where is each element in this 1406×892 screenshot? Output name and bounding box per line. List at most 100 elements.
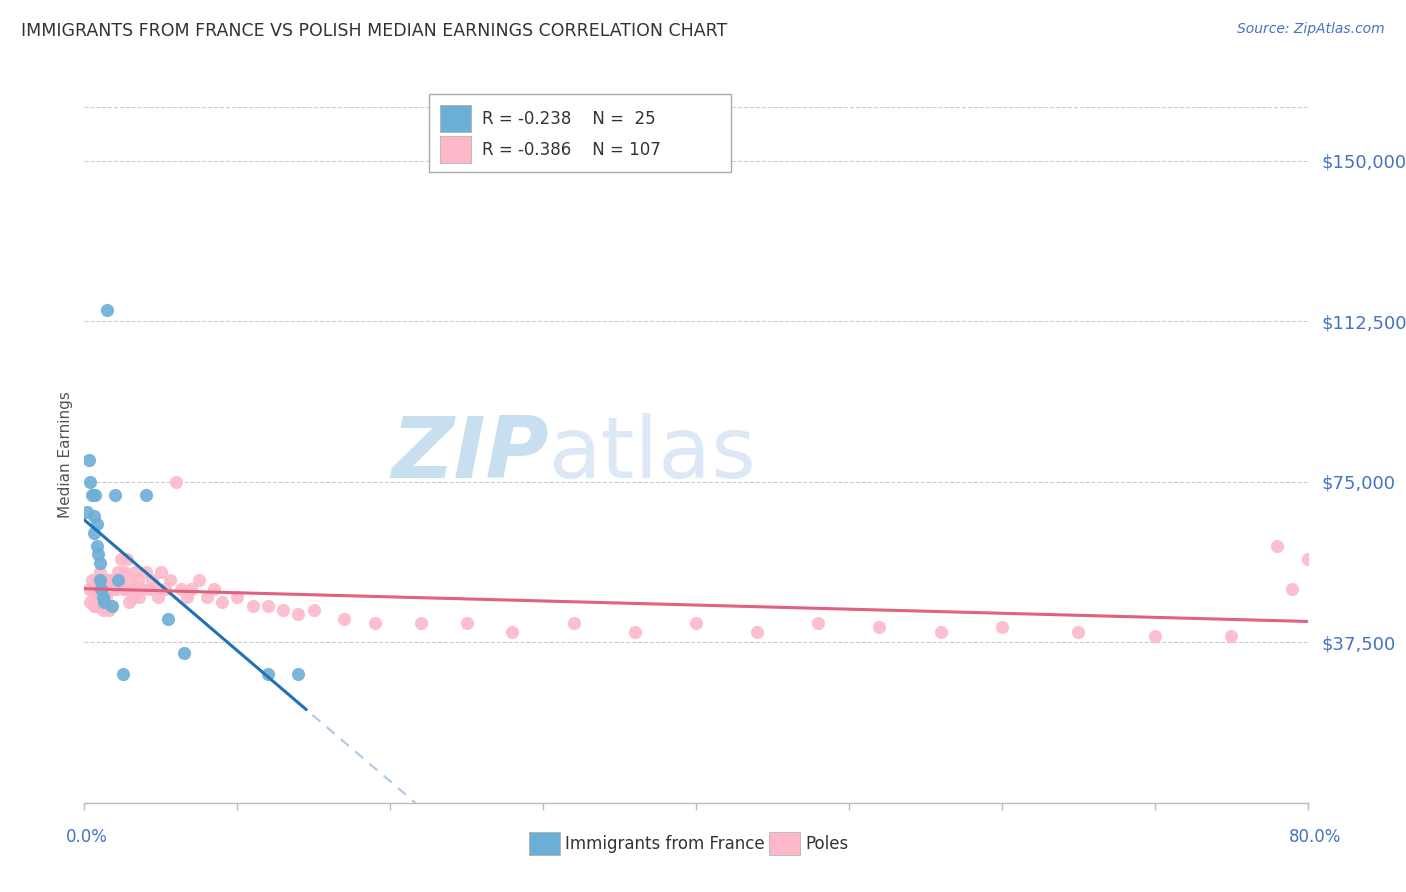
Point xyxy=(138,582,160,596)
Point xyxy=(1281,582,1303,596)
Point xyxy=(170,582,193,596)
Point xyxy=(89,591,111,605)
Point xyxy=(93,573,115,587)
Point xyxy=(86,517,108,532)
Point xyxy=(1265,539,1288,553)
Point xyxy=(114,582,136,596)
Point xyxy=(111,582,134,596)
Point xyxy=(89,573,111,587)
Point xyxy=(146,591,169,605)
Point xyxy=(83,526,105,541)
Point xyxy=(333,612,356,626)
Point xyxy=(93,594,115,608)
Point xyxy=(747,624,769,639)
Point xyxy=(103,582,125,596)
Point xyxy=(135,487,157,501)
Point xyxy=(77,582,100,596)
Point xyxy=(202,582,225,596)
Point xyxy=(188,573,211,587)
Point xyxy=(226,591,249,605)
Point xyxy=(83,582,105,596)
Point xyxy=(79,594,101,608)
Point xyxy=(409,615,432,630)
Point xyxy=(101,582,124,596)
Text: Source: ZipAtlas.com: Source: ZipAtlas.com xyxy=(1237,22,1385,37)
Point xyxy=(128,591,150,605)
Point xyxy=(89,565,111,579)
Point xyxy=(562,615,585,630)
Point xyxy=(108,573,131,587)
Point xyxy=(96,573,118,587)
Point xyxy=(869,620,891,634)
Text: Immigrants from France: Immigrants from France xyxy=(565,835,765,853)
Point xyxy=(176,591,198,605)
Point xyxy=(97,603,120,617)
Point xyxy=(1296,551,1319,566)
Point xyxy=(87,599,110,613)
Text: IMMIGRANTS FROM FRANCE VS POLISH MEDIAN EARNINGS CORRELATION CHART: IMMIGRANTS FROM FRANCE VS POLISH MEDIAN … xyxy=(21,22,727,40)
Point xyxy=(80,487,103,501)
Point xyxy=(83,599,105,613)
Point xyxy=(991,620,1014,634)
Point xyxy=(302,603,325,617)
Point xyxy=(111,667,134,681)
Point xyxy=(98,573,121,587)
Text: Poles: Poles xyxy=(806,835,849,853)
Point xyxy=(502,624,524,639)
Point xyxy=(124,565,146,579)
Point xyxy=(90,582,112,596)
Point xyxy=(685,615,707,630)
Point xyxy=(118,594,141,608)
Point xyxy=(90,573,112,587)
Point xyxy=(143,582,166,596)
Point xyxy=(242,599,264,613)
Point xyxy=(101,599,124,613)
Point xyxy=(287,667,309,681)
Point xyxy=(624,624,647,639)
Point xyxy=(1143,629,1166,643)
Point xyxy=(76,505,98,519)
Text: 0.0%: 0.0% xyxy=(66,828,108,846)
Point xyxy=(86,573,108,587)
Point xyxy=(97,582,120,596)
Text: R = -0.238    N =  25: R = -0.238 N = 25 xyxy=(482,110,655,128)
Point xyxy=(104,487,127,501)
Text: 80.0%: 80.0% xyxy=(1288,828,1341,846)
Point xyxy=(84,586,107,600)
Point xyxy=(83,508,105,523)
Point xyxy=(1220,629,1243,643)
Point xyxy=(107,565,129,579)
Text: R = -0.386    N = 107: R = -0.386 N = 107 xyxy=(482,141,661,159)
Point xyxy=(122,591,145,605)
Point xyxy=(364,615,387,630)
Point xyxy=(257,667,280,681)
Point xyxy=(91,582,114,596)
Point xyxy=(105,582,128,596)
Point xyxy=(287,607,309,622)
Point xyxy=(155,582,177,596)
Point xyxy=(89,556,111,570)
Point xyxy=(165,475,187,489)
Point xyxy=(94,591,117,605)
Point xyxy=(131,582,153,596)
Point xyxy=(80,573,103,587)
Point xyxy=(107,573,129,587)
Point xyxy=(112,565,135,579)
Point xyxy=(120,573,142,587)
Point xyxy=(86,539,108,553)
Y-axis label: Median Earnings: Median Earnings xyxy=(58,392,73,518)
Point xyxy=(104,573,127,587)
Point xyxy=(929,624,952,639)
Point xyxy=(456,615,478,630)
Text: atlas: atlas xyxy=(550,413,758,497)
Point xyxy=(79,475,101,489)
Point xyxy=(87,548,110,562)
Point xyxy=(96,303,118,318)
Point xyxy=(159,573,181,587)
Point xyxy=(211,594,233,608)
Point xyxy=(84,487,107,501)
Point xyxy=(195,591,218,605)
Point xyxy=(91,591,114,605)
Text: ZIP: ZIP xyxy=(391,413,550,497)
Point xyxy=(87,582,110,596)
